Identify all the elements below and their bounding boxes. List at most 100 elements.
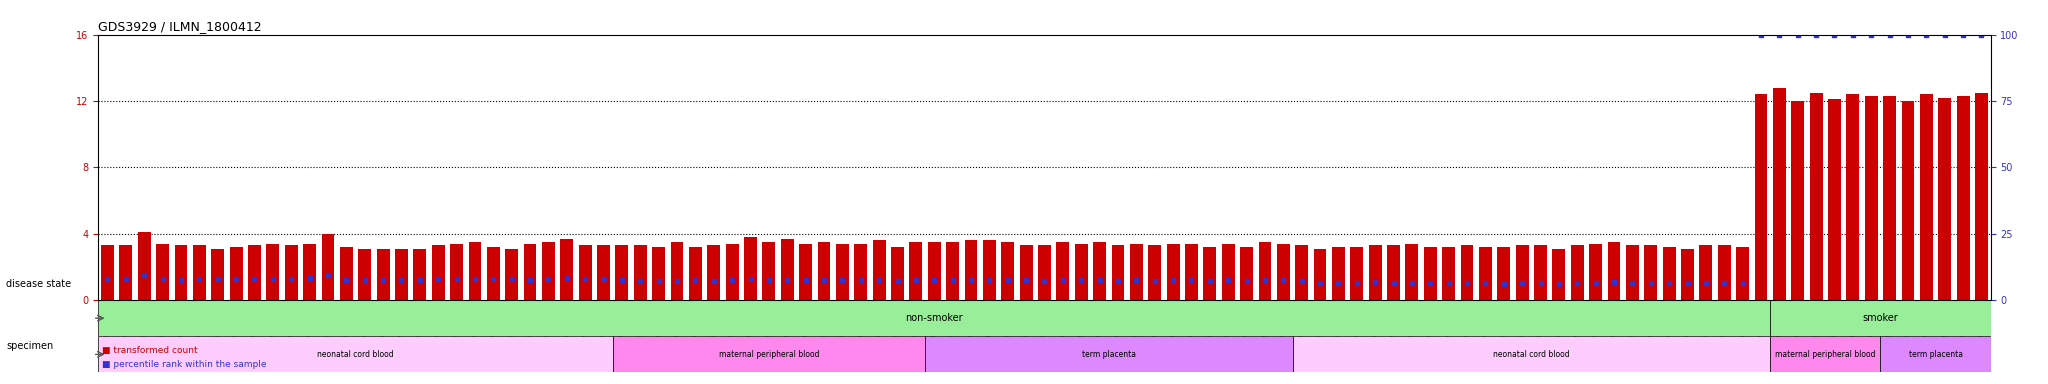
Point (1782, 31, 1815, 38)
Bar (1038, 245, 1051, 300)
Bar (469, 242, 481, 300)
Point (1120, 277, 1153, 283)
Point (606, 276, 639, 283)
Point (1176, 277, 1208, 283)
Bar (1167, 244, 1180, 300)
Bar (651, 247, 666, 300)
Bar (248, 245, 260, 300)
Point (1708, 280, 1741, 286)
Bar (1792, 101, 1804, 300)
Bar (1571, 245, 1583, 300)
Point (844, 277, 877, 283)
Text: neonatal cord blood: neonatal cord blood (1493, 350, 1569, 359)
Point (109, 276, 141, 282)
Bar (598, 245, 610, 300)
Bar (635, 245, 647, 300)
Point (1010, 277, 1042, 283)
Text: non-smoker: non-smoker (905, 313, 963, 323)
Point (991, 277, 1024, 283)
Point (403, 276, 436, 283)
Bar (1112, 245, 1124, 300)
Bar (1901, 101, 1915, 300)
Text: ■ transformed count: ■ transformed count (102, 346, 199, 355)
Bar (543, 242, 555, 300)
Point (182, 276, 215, 282)
Bar (1276, 244, 1290, 300)
Bar (1223, 244, 1235, 300)
Bar (1094, 242, 1106, 300)
Bar (1626, 245, 1638, 300)
Text: term placenta: term placenta (1081, 350, 1137, 359)
Bar (174, 245, 188, 300)
Bar (1260, 242, 1272, 300)
Bar (1700, 245, 1712, 300)
Point (1305, 280, 1337, 286)
Bar (743, 237, 758, 300)
Bar (1130, 244, 1143, 300)
Point (1653, 280, 1686, 286)
Bar (395, 248, 408, 300)
Point (807, 277, 840, 283)
Bar (1460, 245, 1473, 300)
Point (1726, 280, 1759, 286)
Bar (100, 245, 115, 300)
Point (881, 278, 913, 284)
Bar (1350, 247, 1364, 300)
Bar (872, 240, 885, 300)
Point (385, 276, 418, 283)
Bar (1663, 247, 1675, 300)
Bar (1737, 247, 1749, 300)
Point (1763, 31, 1796, 38)
Point (238, 276, 270, 282)
Bar (891, 247, 903, 300)
Bar (414, 248, 426, 300)
Bar (1020, 245, 1032, 300)
Bar (193, 245, 205, 300)
Bar (524, 244, 537, 300)
Point (1323, 280, 1356, 286)
Bar (451, 244, 463, 300)
Bar (1884, 96, 1896, 300)
Bar (1534, 245, 1546, 300)
Point (862, 277, 895, 283)
Bar (1405, 244, 1419, 300)
Point (1745, 31, 1778, 38)
Bar (909, 242, 922, 300)
Point (440, 275, 473, 281)
Bar (211, 248, 223, 300)
Point (1911, 31, 1944, 38)
Bar (1974, 93, 1989, 300)
Text: disease state: disease state (6, 279, 72, 289)
Text: ■ percentile rank within the sample: ■ percentile rank within the sample (102, 360, 266, 369)
Bar (1292, 336, 1769, 372)
Bar (725, 244, 739, 300)
Point (1065, 277, 1098, 283)
Point (201, 276, 233, 282)
Point (1376, 280, 1409, 286)
Point (274, 276, 307, 282)
Bar (1755, 94, 1767, 300)
Bar (1368, 245, 1382, 300)
Point (1966, 31, 1999, 38)
Point (1561, 280, 1593, 286)
Point (1690, 280, 1722, 286)
Point (1837, 31, 1870, 38)
Point (899, 277, 932, 283)
Text: GDS3929 / ILMN_1800412: GDS3929 / ILMN_1800412 (98, 20, 262, 33)
Point (1432, 280, 1464, 286)
Point (1487, 281, 1520, 288)
Point (219, 275, 252, 281)
Point (588, 276, 621, 282)
Point (1450, 280, 1483, 286)
Bar (340, 247, 352, 300)
Point (1948, 31, 1980, 38)
Bar (1516, 245, 1528, 300)
Point (1047, 277, 1079, 283)
Point (825, 277, 858, 283)
Bar (98, 336, 612, 372)
Point (1102, 278, 1135, 284)
Bar (707, 245, 721, 300)
Bar (377, 248, 389, 300)
Point (1579, 280, 1612, 286)
Bar (1057, 242, 1069, 300)
